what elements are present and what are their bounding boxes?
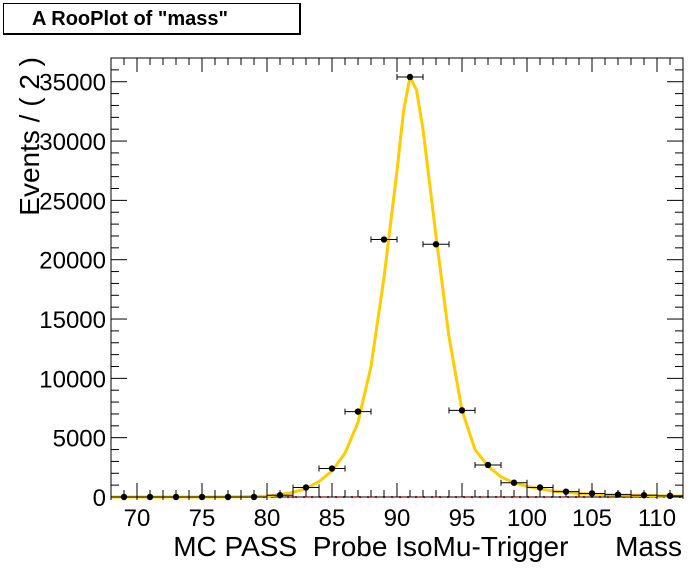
axes-frame bbox=[110, 57, 684, 498]
x-tick-label: 70 bbox=[124, 505, 151, 532]
fit-curve bbox=[111, 75, 684, 499]
y-axis-title: Events / ( 2 ) bbox=[14, 57, 45, 216]
y-tick-label: 0 bbox=[93, 485, 106, 512]
x-tick-label: 110 bbox=[638, 505, 676, 532]
data-marker bbox=[406, 73, 414, 81]
data-marker bbox=[510, 479, 518, 486]
data-points-layer bbox=[110, 73, 684, 501]
data-point bbox=[344, 408, 372, 415]
x-axis-title: MC PASS Probe IsoMu-Trigger Mass bbox=[173, 531, 682, 562]
x-tick-label: 75 bbox=[189, 505, 216, 532]
y-tick-label: 25000 bbox=[39, 188, 106, 215]
y-tick-label: 5000 bbox=[53, 426, 106, 453]
plot-title: A RooPlot of "mass" bbox=[3, 3, 301, 35]
y-tick-label: 10000 bbox=[39, 366, 106, 393]
x-tick-label: 80 bbox=[254, 505, 281, 532]
data-marker bbox=[432, 241, 440, 248]
tick-labels-layer: 70 75 80 85 90 95 100 105 110 0 5000 10000 15000 2000… bbox=[39, 70, 676, 532]
data-point bbox=[500, 479, 528, 486]
data-point bbox=[292, 484, 320, 491]
data-point bbox=[318, 465, 346, 472]
data-point bbox=[396, 73, 424, 81]
plot-frame bbox=[110, 57, 684, 498]
x-tick-label: 95 bbox=[449, 505, 476, 532]
y-tick-label: 30000 bbox=[39, 129, 106, 156]
x-tick-label: 85 bbox=[319, 505, 346, 532]
x-tick-label: 105 bbox=[572, 505, 612, 532]
data-marker bbox=[458, 407, 466, 414]
data-marker bbox=[380, 236, 388, 243]
data-marker bbox=[328, 465, 336, 472]
y-tick-label: 35000 bbox=[39, 70, 106, 97]
data-point bbox=[448, 407, 476, 414]
y-tick-label: 15000 bbox=[39, 307, 106, 334]
ticks-layer bbox=[110, 57, 684, 498]
data-point bbox=[474, 461, 502, 469]
data-marker bbox=[302, 484, 310, 491]
data-marker bbox=[354, 408, 362, 415]
x-tick-label: 90 bbox=[384, 505, 411, 532]
y-tick-label: 20000 bbox=[39, 248, 106, 275]
data-point bbox=[422, 241, 450, 248]
data-marker bbox=[536, 484, 544, 491]
fit-curve-layer bbox=[111, 75, 684, 499]
x-tick-label: 100 bbox=[507, 505, 547, 532]
data-marker bbox=[484, 461, 492, 469]
data-point bbox=[370, 236, 398, 243]
